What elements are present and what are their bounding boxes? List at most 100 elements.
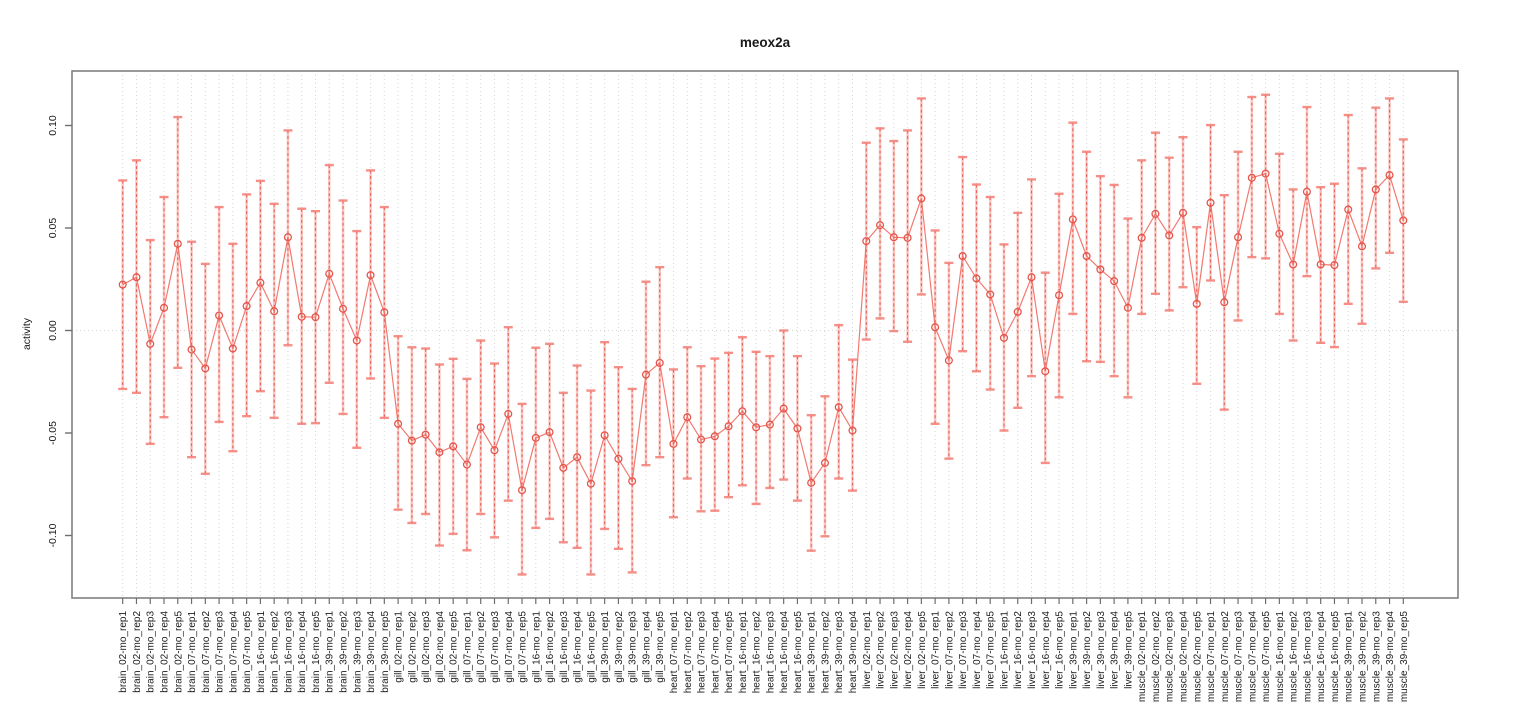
data-point	[228, 344, 237, 353]
x-tick-label: liver_02-mo_rep1	[862, 611, 873, 689]
error-bar	[889, 139, 899, 333]
data-point	[586, 479, 595, 488]
data-point	[1151, 209, 1160, 218]
data-point	[1385, 171, 1394, 180]
x-tick-label: brain_02-mo_rep4	[160, 611, 171, 693]
y-tick-label: 0.00	[47, 320, 59, 341]
data-point	[1192, 299, 1201, 308]
data-point	[1041, 367, 1050, 376]
x-tick-label: gill_39-mo_rep5	[655, 611, 666, 683]
y-axis-label: activity	[21, 317, 33, 350]
x-tick-label: heart_16-mo_rep1	[738, 611, 749, 694]
data-point	[875, 221, 885, 230]
x-tick-label: liver_39-mo_rep3	[1096, 611, 1107, 689]
x-tick-label: gill_07-mo_rep2	[476, 611, 487, 683]
x-tick-label: muscle_39-mo_rep3	[1371, 611, 1382, 703]
x-tick-label: brain_07-mo_rep2	[201, 611, 212, 693]
x-tick-label: heart_07-mo_rep4	[710, 611, 721, 694]
x-tick-label: liver_39-mo_rep2	[1082, 611, 1093, 689]
data-point	[931, 323, 940, 332]
data-point	[655, 358, 664, 367]
x-tick-label: liver_02-mo_rep2	[876, 611, 887, 689]
y-tick-label: 0.05	[47, 218, 59, 239]
data-point	[944, 356, 953, 365]
x-tick-label: liver_02-mo_rep4	[903, 611, 914, 689]
error-bar	[958, 155, 968, 353]
x-tick-label: liver_07-mo_rep1	[931, 611, 942, 689]
error-bar	[834, 323, 844, 480]
x-tick-label: muscle_16-mo_rep3	[1302, 611, 1313, 703]
data-point	[311, 313, 320, 322]
x-tick-label: gill_02-mo_rep1	[394, 611, 405, 683]
data-point	[187, 345, 196, 354]
data-point	[1137, 233, 1146, 242]
x-tick-label: heart_39-mo_rep3	[834, 611, 845, 694]
y-tick-label: 0.10	[47, 115, 59, 136]
x-tick-label: muscle_02-mo_rep5	[1192, 611, 1203, 703]
x-tick-label: brain_39-mo_rep1	[325, 611, 336, 693]
x-tick-label: heart_39-mo_rep2	[820, 611, 831, 694]
data-point	[1220, 298, 1229, 307]
x-tick-label: liver_16-mo_rep4	[1041, 611, 1052, 689]
data-point	[752, 423, 761, 432]
x-tick-label: liver_16-mo_rep3	[1027, 611, 1038, 689]
x-tick-label: heart_07-mo_rep1	[669, 611, 680, 694]
x-tick-label: heart_16-mo_rep2	[752, 611, 763, 694]
data-point	[270, 307, 279, 316]
x-tick-label: muscle_02-mo_rep3	[1165, 611, 1176, 703]
data-point	[1123, 303, 1132, 312]
plot-box	[71, 70, 1459, 599]
x-tick-label: brain_39-mo_rep5	[380, 611, 391, 693]
data-point	[999, 333, 1009, 342]
x-tick-label: muscle_02-mo_rep4	[1178, 611, 1189, 703]
x-tick-label: gill_39-mo_rep4	[641, 611, 652, 683]
y-tick-label: -0.05	[47, 421, 59, 445]
x-tick-label: gill_39-mo_rep3	[628, 611, 639, 683]
data-point	[1261, 169, 1270, 178]
x-tick-label: liver_39-mo_rep1	[1068, 611, 1079, 689]
x-tick-label: liver_07-mo_rep2	[944, 611, 955, 689]
error-bar	[1398, 138, 1408, 303]
x-tick-label: muscle_39-mo_rep4	[1385, 611, 1396, 703]
grid-layer	[72, 71, 1458, 598]
error-bar	[407, 346, 417, 525]
x-tick-label: gill_07-mo_rep3	[490, 611, 501, 683]
error-bar	[1371, 106, 1381, 270]
data-point	[394, 419, 403, 428]
x-tick-label: brain_39-mo_rep4	[366, 611, 377, 693]
error-bar	[710, 357, 720, 512]
data-point	[132, 273, 141, 282]
data-point	[1082, 252, 1091, 261]
x-tick-label: liver_07-mo_rep4	[972, 611, 983, 689]
data-point	[834, 403, 843, 412]
data-point	[1330, 261, 1339, 270]
x-tick-label: muscle_16-mo_rep1	[1275, 611, 1286, 703]
x-tick-label: muscle_07-mo_rep3	[1234, 611, 1245, 703]
data-point	[889, 233, 898, 242]
data-point	[710, 432, 719, 441]
data-point	[986, 290, 995, 299]
x-tick-label: liver_16-mo_rep5	[1055, 611, 1066, 689]
x-tick-label: brain_16-mo_rep5	[311, 611, 322, 693]
x-tick-label: heart_07-mo_rep2	[683, 611, 694, 694]
x-tick-label: heart_39-mo_rep1	[807, 611, 818, 694]
x-tick-label: brain_07-mo_rep1	[187, 611, 198, 693]
data-point	[352, 336, 361, 345]
data-point	[325, 269, 334, 278]
x-tick-label: gill_07-mo_rep5	[518, 611, 529, 683]
error-bar	[765, 354, 775, 490]
x-tick-label: liver_39-mo_rep4	[1110, 611, 1121, 689]
error-bar	[173, 115, 183, 370]
data-point	[820, 458, 830, 467]
data-point	[545, 428, 554, 437]
x-tick-label: brain_02-mo_rep1	[118, 611, 129, 693]
x-tick-label: liver_07-mo_rep5	[986, 611, 997, 689]
plot-title: meox2a	[740, 35, 791, 50]
x-tick-label: heart_16-mo_rep4	[779, 611, 790, 694]
x-tick-label: gill_16-mo_rep2	[545, 611, 556, 683]
data-point	[641, 370, 651, 379]
x-tick-label: heart_07-mo_rep5	[724, 611, 735, 694]
